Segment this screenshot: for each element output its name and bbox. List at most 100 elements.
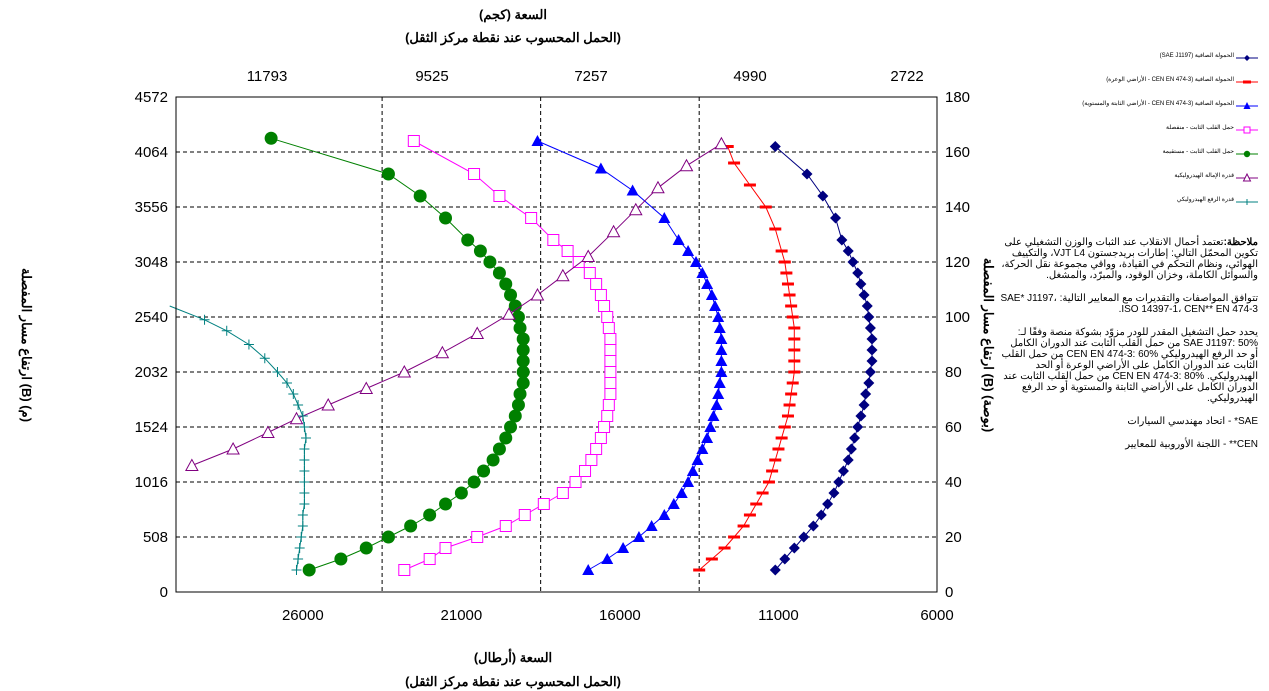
data-point [715,355,728,366]
right-tick-label: 180 [945,89,970,106]
data-point [321,397,336,411]
data-point [704,421,717,432]
data-point [297,521,308,531]
left-axis-title: ارتفاع مسار المفصلة (B) (م) [18,268,34,422]
top-tick-label: 2722 [890,68,923,85]
legend-item: الحمولة الصافية (CEN EN 474-3 - الأراضي … [1000,76,1260,100]
data-point [667,498,680,509]
data-point [788,348,801,352]
left-tick-label: 508 [143,529,168,546]
legend-swatch-hydraulic-tilt [1236,172,1258,182]
data-point [617,542,630,553]
data-point [864,322,876,334]
right-tick-label: 160 [945,144,970,161]
legend-item: قدرة الإمالة الهيدروليكية [1000,172,1260,196]
data-point [830,212,842,224]
data-point [483,255,497,269]
data-point [658,509,671,520]
data-point [299,466,310,476]
data-point [788,326,801,330]
legend-label: حمل القلب الثابت - منفصلة [1166,125,1234,131]
data-point [783,403,796,407]
data-point [775,436,788,440]
left-tick-label: 2032 [135,364,168,381]
data-point [297,411,308,421]
note-label: ملاحظة: [1223,237,1258,248]
series-group [264,131,530,577]
data-point [712,311,725,322]
data-point [728,535,741,539]
top-tick-label: 4990 [733,68,766,85]
data-point [299,444,310,454]
data-point [556,487,569,499]
legend-item: قدرة الرفع الهيدروليكي [1000,196,1260,220]
data-point [866,344,878,356]
left-tick-label: 0 [160,584,168,601]
data-point [604,377,617,389]
data-point [713,377,726,388]
left-tick-label: 3556 [135,199,168,216]
data-point [261,425,275,438]
data-point [293,554,304,564]
data-point [516,343,530,357]
top-axis-title-line1: السعة (كجم) [479,7,547,23]
legend-swatch-net-cen-firm [1236,102,1258,109]
data-point [516,365,530,379]
series-line [404,140,611,571]
legend-swatch-tipping-straight [1236,150,1258,158]
data-point [682,476,695,487]
plot-area-border [175,96,938,593]
data-point [525,212,538,224]
data-point [863,311,875,323]
data-point [658,212,671,223]
data-point [471,531,484,543]
data-point [561,245,574,257]
data-point [359,541,373,555]
data-point [531,135,544,146]
data-point [675,487,688,498]
series-group [185,136,729,471]
data-point [759,205,772,209]
data-point [705,289,718,300]
data-point [470,326,485,339]
data-point [581,249,596,262]
data-point [486,453,500,467]
data-point [555,268,570,282]
bottom-axis-title-line1: السعة (أرطال) [474,649,552,666]
series-layer [169,131,878,577]
data-point [508,299,522,313]
series-line [774,146,873,571]
data-point [221,325,232,336]
data-point [604,388,617,400]
data-point [473,244,487,258]
data-point [293,400,304,410]
data-point [769,227,782,231]
data-point [281,378,292,388]
data-point [713,322,726,333]
data-point [628,202,643,216]
bottom-tick-label: 26000 [282,607,324,624]
data-point [454,486,468,500]
data-point [828,487,840,499]
data-point [504,420,518,434]
notes-panel: ملاحظة:تعتمد أحمال الانقلاب عند الثبات و… [1000,237,1258,462]
data-point [291,565,302,575]
data-point [513,321,527,335]
data-point [467,475,481,489]
data-point [852,421,864,433]
data-point [715,366,728,377]
data-point [852,267,864,279]
data-point [504,288,518,302]
left-tick-label: 1524 [135,419,168,436]
legend-swatch-net-sae [1236,55,1258,61]
data-point [299,488,310,498]
data-point [772,447,785,451]
data-point [398,564,411,576]
data-point [604,333,617,345]
top-tick-label: 9525 [415,68,448,85]
data-point [413,189,427,203]
data-point [780,271,793,275]
note-text: تعتمد أحمال الانقلاب عند الثبات والوزن ا… [1001,237,1258,281]
data-point [766,469,779,473]
